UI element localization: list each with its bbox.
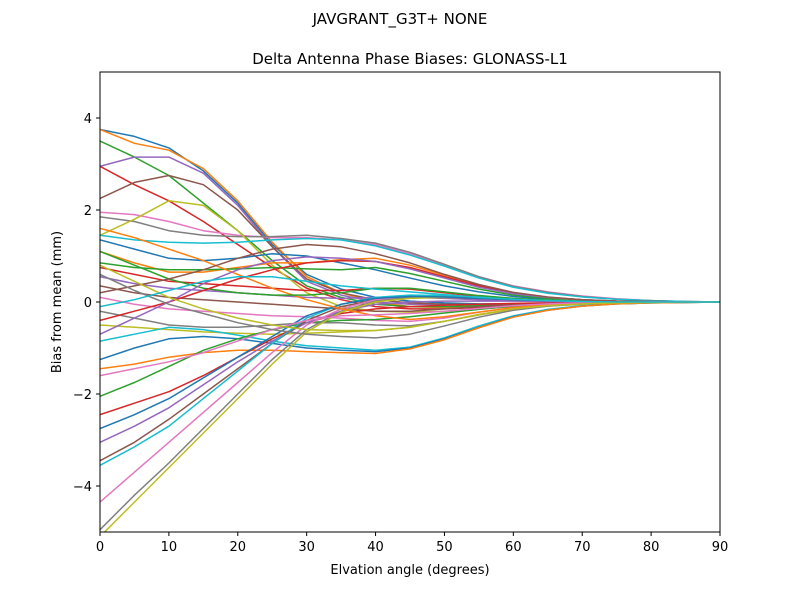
y-axis-label: Bias from mean (mm): [50, 231, 65, 373]
series-line-s39: [100, 264, 720, 332]
x-tick-label: 10: [161, 540, 178, 555]
x-tick-label: 50: [436, 540, 453, 555]
series-layer: [100, 128, 720, 532]
y-axis: −4 −2 0 2 4: [73, 112, 100, 495]
x-axis: 0 10 20 30 40 50 60 70 80 90: [96, 532, 728, 555]
x-tick-label: 90: [712, 540, 729, 555]
y-tick-label: −4: [73, 480, 92, 495]
series-line-s10: [100, 234, 720, 303]
x-tick-label: 40: [367, 540, 384, 555]
x-axis-label: Elvation angle (degrees): [330, 563, 489, 578]
y-tick-label: −2: [73, 388, 92, 403]
y-tick-label: 4: [84, 112, 92, 127]
x-tick-label: 30: [298, 540, 315, 555]
y-tick-label: 2: [84, 204, 92, 219]
chart-suptitle: JAVGRANT_G3T+ NONE: [312, 10, 488, 29]
x-tick-label: 60: [505, 540, 522, 555]
chart-title: Delta Antenna Phase Biases: GLONASS-L1: [252, 50, 568, 68]
series-line-s40: [100, 275, 720, 308]
series-line-s36: [100, 243, 720, 303]
x-tick-label: 20: [230, 540, 247, 555]
x-tick-label: 70: [574, 540, 591, 555]
x-tick-label: 80: [643, 540, 660, 555]
y-tick-label: 0: [84, 296, 92, 311]
x-tick-label: 0: [96, 540, 104, 555]
